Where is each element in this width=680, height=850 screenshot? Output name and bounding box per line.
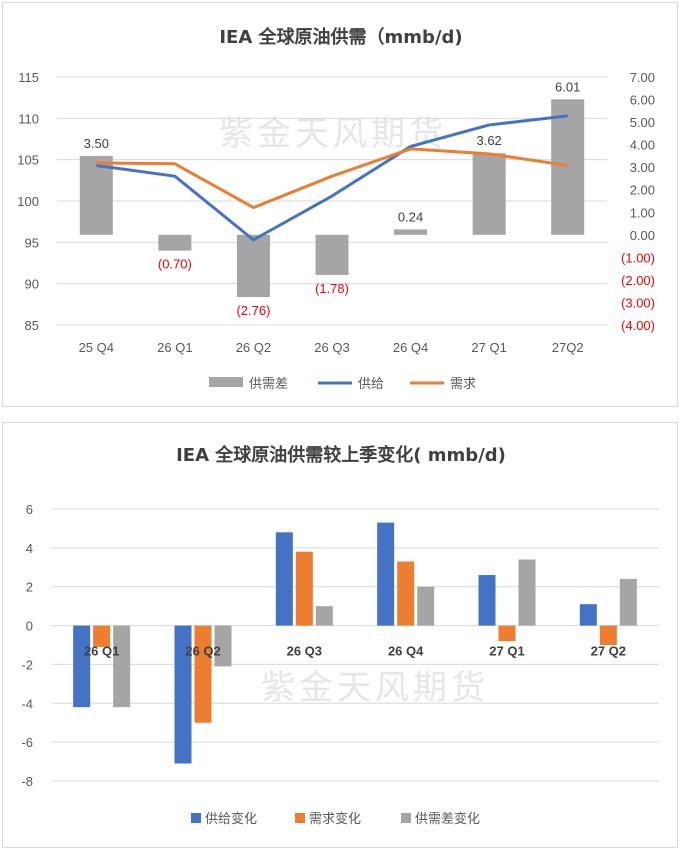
bar-1 [397, 561, 415, 626]
bar-0 [174, 625, 192, 764]
y-axis-tick-label: -6 [21, 735, 33, 750]
bar-0 [275, 532, 293, 626]
right-axis-tick-label: 6.00 [630, 93, 655, 108]
supply-demand-chart: IEA 全球原油供需（mmb/d) 紫金天风期货 115 110 105 100 95 90 8… [17, 26, 655, 392]
legend-swatch [401, 813, 411, 823]
gap-bar [315, 234, 349, 275]
y-axis-tick-label: 0 [26, 619, 33, 634]
bar-2 [315, 606, 333, 626]
right-axis-tick-label: (2.00) [621, 273, 655, 288]
right-axis-tick-label: 5.00 [630, 115, 655, 130]
bar-2 [113, 625, 131, 708]
bar-0 [73, 625, 91, 708]
right-axis-tick-label: 4.00 [630, 138, 655, 153]
right-axis-tick-label: 7.00 [630, 70, 655, 85]
left-axis-tick-label: 85 [25, 318, 39, 333]
bar-1 [93, 625, 111, 647]
bar-2 [417, 586, 435, 626]
right-axis-tick-label: 2.00 [630, 183, 655, 198]
bar-0 [377, 522, 395, 626]
bar-0 [579, 604, 597, 626]
supply-demand-chart-panel: IEA 全球原油供需（mmb/d) 紫金天风期货 115 110 105 100 95 90 8… [2, 2, 678, 407]
y-axis-tick-label: 4 [26, 541, 33, 556]
x-axis-tick-label: 27 Q1 [471, 340, 506, 355]
x-axis-tick-label: 26 Q2 [185, 644, 220, 659]
legend-label: 供需差变化 [415, 811, 480, 827]
gap-data-label: (2.76) [236, 303, 270, 318]
gap-bar [158, 234, 192, 251]
watermark: 紫金天风期货 [219, 114, 447, 154]
bar-1 [498, 625, 516, 642]
legend-label: 需求 [450, 377, 476, 392]
y-axis-tick-label: 2 [26, 580, 33, 595]
gap-bar [236, 234, 270, 298]
x-axis-tick-label: 26 Q4 [393, 340, 428, 355]
legend-swatch [295, 813, 305, 823]
supply-line [96, 114, 568, 242]
quarterly-change-chart: IEA 全球原油供需较上季变化( mmb/d) 紫金天风期货 6 4 2 0 -2 -4 -6 -… [21, 444, 659, 827]
right-axis-tick-label: 3.00 [630, 160, 655, 175]
gap-data-label: 6.01 [555, 79, 580, 94]
right-axis-tick-label: (3.00) [621, 295, 655, 310]
gap-data-label: 3.62 [476, 133, 501, 148]
gap-bar [472, 153, 506, 235]
x-axis-tick-label: 27 Q1 [489, 644, 524, 659]
x-axis-tick-label: 26 Q1 [157, 340, 192, 355]
x-axis-tick-label: 26 Q3 [287, 644, 322, 659]
left-axis-tick-label: 90 [25, 277, 39, 292]
legend-label: 需求变化 [309, 811, 361, 827]
bar-2 [619, 578, 637, 626]
x-axis-tick-label: 27 Q2 [591, 644, 626, 659]
bar-2 [518, 559, 536, 626]
left-axis-tick-label: 105 [17, 153, 39, 168]
bar-2 [214, 625, 232, 667]
x-axis-tick-label: 26 Q3 [314, 340, 349, 355]
y-axis-tick-label: -2 [21, 657, 33, 672]
right-axis-tick-label: 1.00 [630, 205, 655, 220]
gap-bar [551, 99, 585, 235]
y-axis-tick-label: -8 [21, 774, 33, 789]
gap-bar [79, 155, 113, 235]
legend-label: 供需差 [249, 377, 288, 392]
demand-line [96, 147, 568, 210]
legend-label: 供给 [358, 377, 384, 392]
left-axis-tick-label: 110 [18, 111, 39, 126]
legend-swatch [191, 813, 201, 823]
y-axis-tick-label: -4 [21, 696, 33, 711]
x-axis-tick-label: 27Q2 [552, 340, 584, 355]
gap-data-label: (1.78) [315, 281, 349, 296]
y-axis-tick-label: 6 [26, 502, 33, 517]
watermark: 紫金天风期货 [261, 668, 489, 708]
bar-1 [194, 625, 212, 723]
x-axis-tick-label: 26 Q4 [388, 644, 424, 659]
chart-title: IEA 全球原油供需较上季变化( mmb/d) [176, 444, 506, 466]
legend-swatch-gap [209, 377, 243, 387]
bar-0 [478, 575, 496, 626]
left-axis-tick-label: 95 [25, 235, 39, 250]
gap-data-label: (0.70) [158, 257, 192, 272]
gap-data-label: 0.24 [398, 209, 423, 224]
right-axis-tick-label: (1.00) [621, 250, 655, 265]
right-axis-tick-label: 0.00 [630, 228, 655, 243]
bar-1 [295, 551, 313, 626]
gap-bar [394, 229, 428, 235]
quarterly-change-chart-panel: IEA 全球原油供需较上季变化( mmb/d) 紫金天风期货 6 4 2 0 -2 -4 -6 -… [2, 422, 678, 848]
gap-data-label: 3.50 [84, 136, 109, 151]
x-axis-tick-label: 26 Q1 [84, 644, 119, 659]
x-axis-tick-label: 25 Q4 [79, 340, 114, 355]
bar-1 [599, 625, 617, 645]
right-axis-tick-label: (4.00) [621, 318, 655, 333]
left-axis-tick-label: 100 [17, 194, 39, 209]
left-axis-tick-label: 115 [18, 70, 39, 85]
chart-title: IEA 全球原油供需（mmb/d) [219, 26, 462, 48]
x-axis-tick-label: 26 Q2 [236, 340, 271, 355]
legend-label: 供给变化 [205, 811, 257, 827]
